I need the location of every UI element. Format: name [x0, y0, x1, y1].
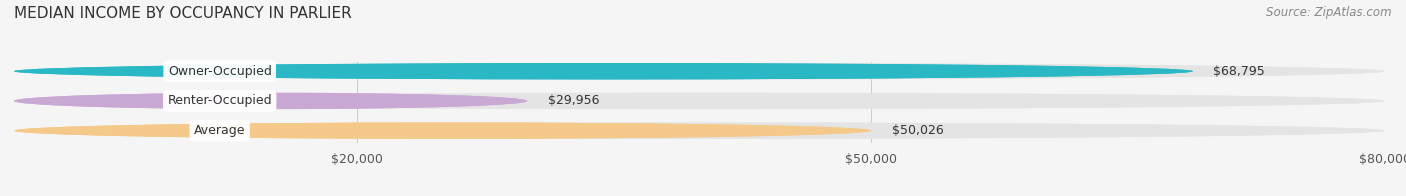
Text: MEDIAN INCOME BY OCCUPANCY IN PARLIER: MEDIAN INCOME BY OCCUPANCY IN PARLIER	[14, 6, 352, 21]
Ellipse shape	[14, 122, 1385, 139]
Ellipse shape	[14, 63, 1192, 79]
Ellipse shape	[14, 122, 872, 139]
Ellipse shape	[14, 63, 1192, 79]
Ellipse shape	[14, 93, 527, 109]
Text: $68,795: $68,795	[1213, 65, 1265, 78]
Ellipse shape	[14, 63, 1385, 79]
Text: Renter-Occupied: Renter-Occupied	[167, 94, 271, 107]
Ellipse shape	[14, 122, 872, 139]
Ellipse shape	[14, 63, 1385, 79]
Ellipse shape	[14, 93, 527, 109]
Text: Owner-Occupied: Owner-Occupied	[167, 65, 271, 78]
Ellipse shape	[14, 93, 1385, 109]
Text: Source: ZipAtlas.com: Source: ZipAtlas.com	[1267, 6, 1392, 19]
Text: Average: Average	[194, 124, 246, 137]
Ellipse shape	[14, 93, 1385, 109]
Text: $29,956: $29,956	[548, 94, 599, 107]
Ellipse shape	[14, 122, 1385, 139]
Text: $50,026: $50,026	[891, 124, 943, 137]
